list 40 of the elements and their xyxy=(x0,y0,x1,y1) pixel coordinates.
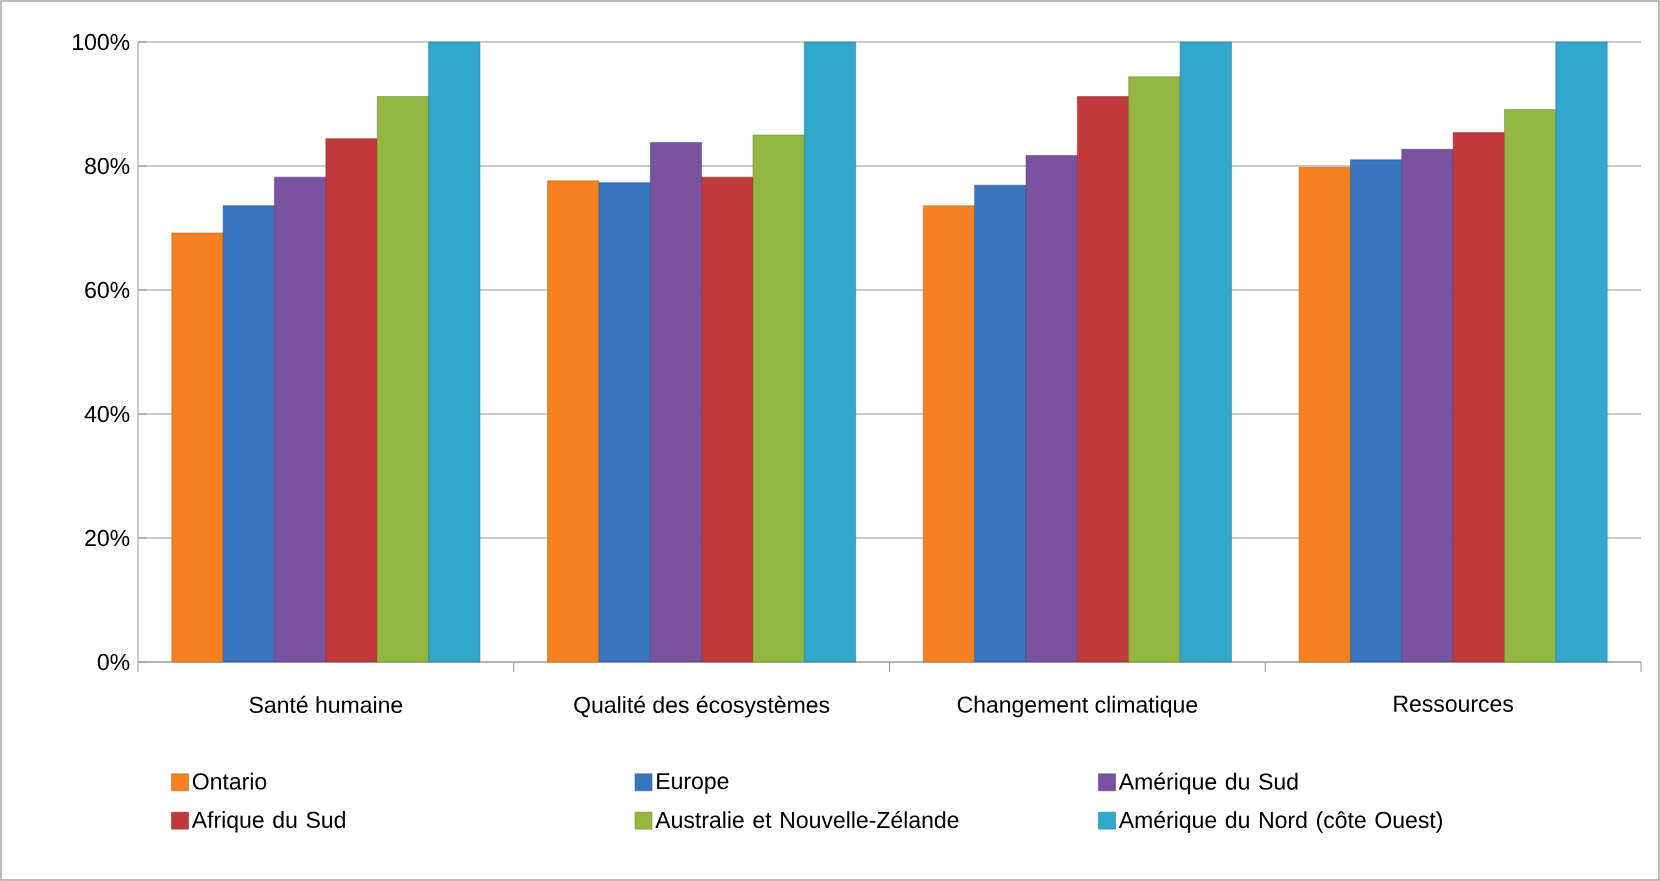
legend-label: Ontario xyxy=(192,772,267,790)
x-tick-label: Ressources xyxy=(1394,695,1513,712)
y-tick-label: 20% xyxy=(85,529,130,547)
y-tick-label: 80% xyxy=(85,157,130,175)
legend-label: Australie et Nouvelle-Zélande xyxy=(655,810,959,829)
bar xyxy=(1350,159,1403,663)
y-tick-label: 100% xyxy=(73,33,130,51)
bar xyxy=(1179,41,1232,663)
bar xyxy=(923,205,975,663)
bar xyxy=(1025,155,1078,663)
bar xyxy=(701,176,754,663)
x-tick-label: Changement climatique xyxy=(957,695,1198,718)
bar xyxy=(376,96,429,663)
bar xyxy=(325,138,378,663)
bar xyxy=(1298,166,1351,663)
bar xyxy=(804,41,856,663)
legend-label: Amérique du Sud xyxy=(1118,772,1298,795)
bar xyxy=(428,41,481,663)
bar xyxy=(1401,149,1454,663)
legend-label: Afrique du Sud xyxy=(191,811,345,833)
bar xyxy=(1504,109,1557,663)
bar xyxy=(598,182,651,663)
bar xyxy=(171,232,224,663)
bar xyxy=(1077,96,1129,663)
bar xyxy=(274,176,327,663)
legend-label: Amérique du Nord (côte Ouest) xyxy=(1118,810,1442,833)
bar xyxy=(547,180,600,663)
bar xyxy=(752,134,805,663)
legend-label: Europe xyxy=(657,773,729,794)
bar xyxy=(974,184,1027,663)
y-tick-label: 40% xyxy=(84,405,130,423)
y-tick-label: 0% xyxy=(97,653,130,671)
bar xyxy=(222,205,275,663)
x-tick-label: Qualité des écosystèmes xyxy=(574,695,830,718)
bar xyxy=(650,142,702,663)
bar xyxy=(1128,76,1181,663)
y-tick-label: 60% xyxy=(85,281,130,299)
bar xyxy=(1452,132,1505,663)
x-tick-label: Santé humaine xyxy=(249,695,403,714)
bar xyxy=(1555,41,1608,663)
